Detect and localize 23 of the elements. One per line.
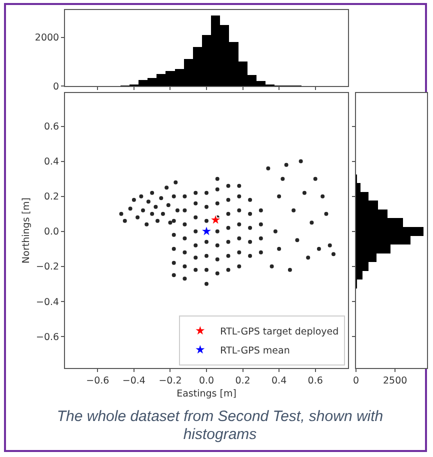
x-tick-label: 0.6 bbox=[308, 375, 323, 386]
y-tick-label: 0.0 bbox=[44, 226, 60, 238]
y-tick-label: 0.4 bbox=[44, 156, 60, 168]
x-tick-label: 0.4 bbox=[272, 375, 287, 386]
legend-label: RTL-GPS target deployed bbox=[220, 326, 339, 338]
x-tick-label: 0.2 bbox=[235, 375, 250, 386]
text: The whole dataset from Second Test, shown with histograms bbox=[56, 408, 384, 444]
y-tick-label: −0.2 bbox=[36, 262, 60, 273]
y-tick-label: 0.6 bbox=[44, 122, 60, 133]
x-tick-label: −0.2 bbox=[158, 375, 182, 386]
x-tick-label: 0.0 bbox=[198, 375, 214, 386]
y-tick-label: 0 bbox=[53, 81, 60, 92]
y-tick-label: 2000 bbox=[34, 32, 60, 44]
legend-label: RTL-GPS mean bbox=[220, 345, 290, 356]
x-tick-label: 0 bbox=[352, 375, 360, 386]
x-tick-label: −0.4 bbox=[122, 375, 146, 386]
y-tick-label: −0.4 bbox=[36, 296, 60, 308]
y-tick-label: −0.6 bbox=[36, 332, 60, 343]
x-axis-title: Eastings [m] bbox=[176, 388, 236, 400]
y-tick-label: 0.2 bbox=[44, 192, 60, 203]
y-axis-title: Northings [m] bbox=[21, 198, 32, 264]
x-tick-label: −0.6 bbox=[86, 375, 110, 386]
x-tick-label: 2500 bbox=[383, 375, 408, 386]
